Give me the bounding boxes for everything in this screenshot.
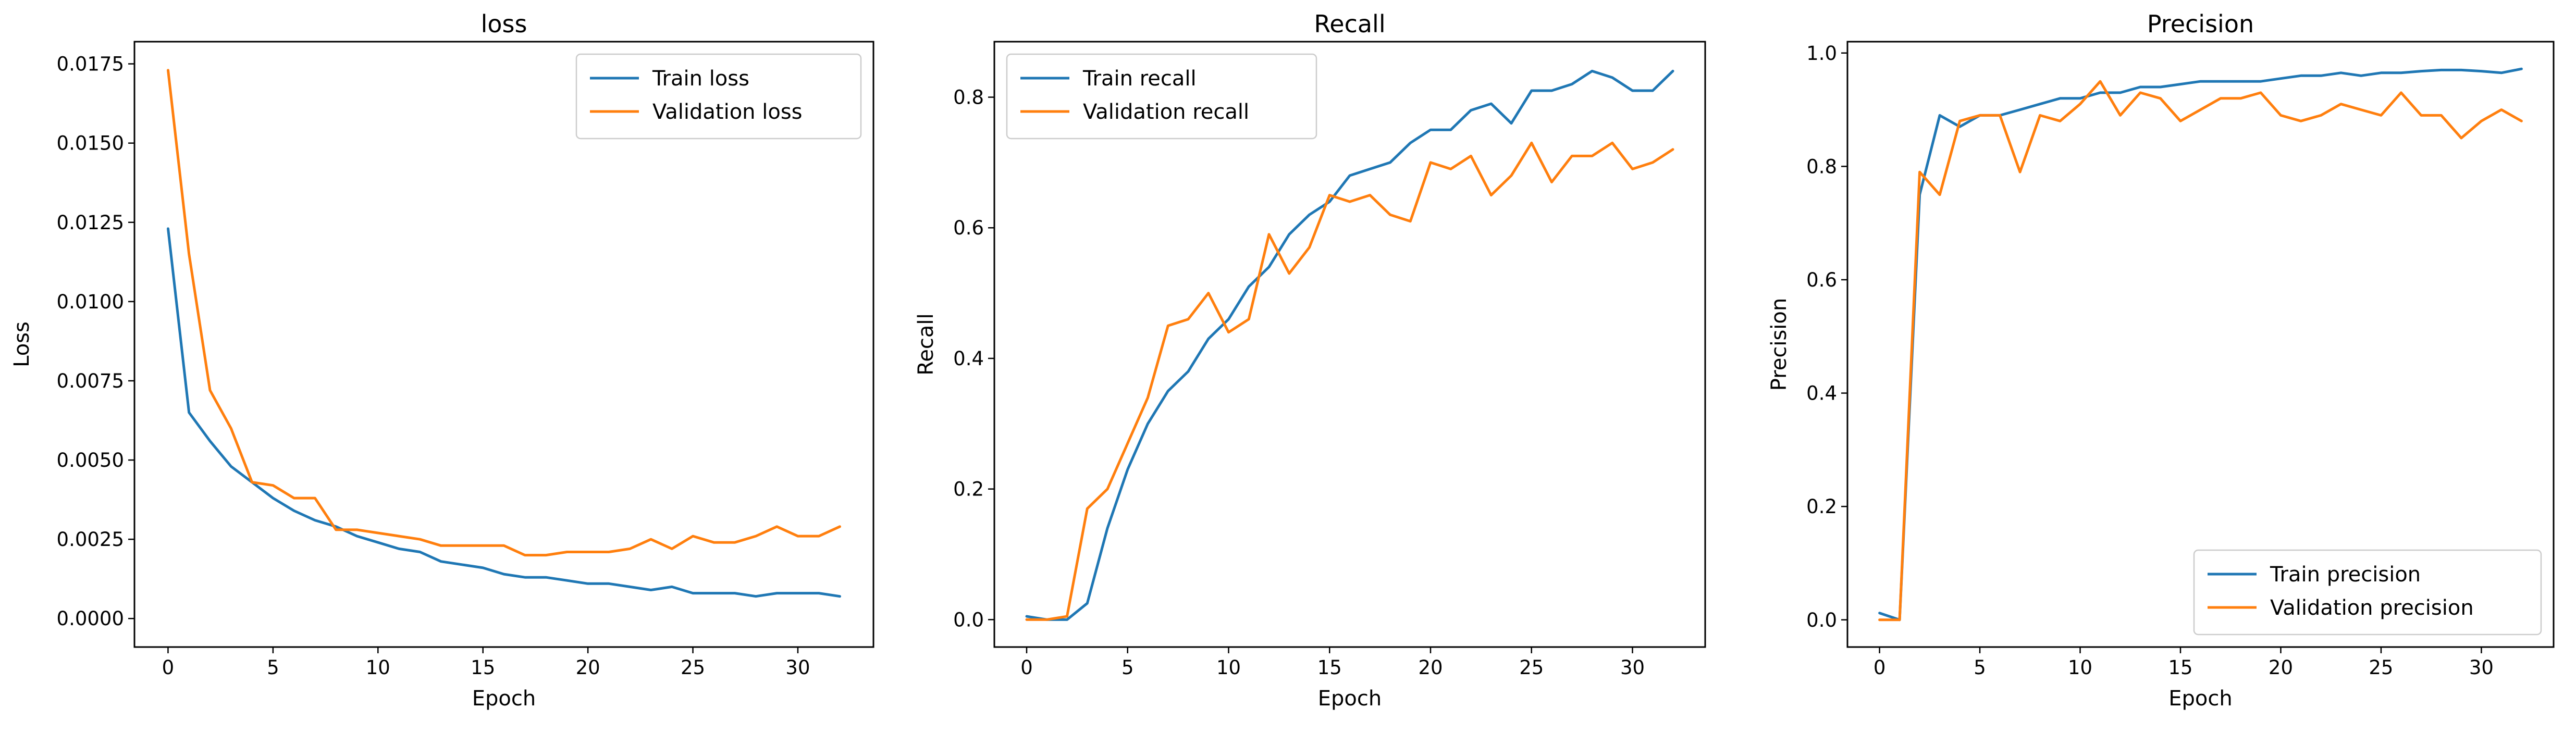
- x-tick-label: 15: [2168, 656, 2192, 679]
- y-tick-label: 0.0: [1806, 609, 1837, 631]
- x-tick-label: 15: [1317, 656, 1342, 679]
- legend-label: Validation precision: [2270, 596, 2474, 620]
- y-tick-label: 0.2: [1806, 495, 1837, 518]
- x-tick-label: 20: [2269, 656, 2293, 679]
- x-axis-label: Epoch: [2168, 687, 2232, 711]
- x-tick-label: 0: [162, 656, 175, 679]
- x-tick-label: 15: [471, 656, 495, 679]
- legend-label: Train loss: [652, 67, 749, 91]
- y-tick-label: 0.8: [953, 86, 984, 109]
- x-tick-label: 25: [681, 656, 705, 679]
- x-tick-label: 5: [267, 656, 279, 679]
- train-recall-line: [1025, 69, 1674, 621]
- x-tick-label: 5: [1121, 656, 1134, 679]
- chart-panel-loss: loss 0 5 10 15 20 25 30 0.0000 0.0025 0.0050 0.0075…: [10, 10, 874, 711]
- legend-label: Validation loss: [652, 100, 803, 124]
- x-tick-label: 0: [1874, 656, 1886, 679]
- x-tick-label: 25: [2369, 656, 2393, 679]
- x-tick-label: 25: [1519, 656, 1544, 679]
- legend-label: Validation recall: [1083, 100, 1249, 124]
- plot-frame: [1846, 41, 2555, 648]
- chart-panel-recall: Recall 0 5 10 15 20 25 30 0.0 0.2 0.4 0.6 0.8 Epoch Re…: [914, 10, 1706, 711]
- y-tick-label: 0.8: [1806, 155, 1837, 178]
- x-axis-label: Epoch: [1318, 687, 1382, 711]
- chart-title: Recall: [1314, 10, 1385, 38]
- x-tick-label: 30: [785, 656, 810, 679]
- y-tick-label: 0.0075: [57, 370, 124, 392]
- train-loss-line: [167, 227, 841, 598]
- y-axis-label: Loss: [10, 321, 34, 367]
- chart-panel-precision: Precision 0 5 10 15 20 25 30 0.0 0.2 0.4 0.6 0.8 1.0 E…: [1767, 10, 2555, 711]
- y-tick-label: 0.0025: [57, 528, 124, 551]
- legend-label: Train precision: [2270, 563, 2421, 587]
- chart-title: Precision: [2147, 10, 2254, 38]
- y-tick-label: 0.6: [1806, 269, 1837, 291]
- validation-precision-line: [1878, 80, 2523, 622]
- legend-box: [2193, 549, 2542, 636]
- legend: Train recall Validation recall: [1006, 53, 1317, 140]
- y-tick-label: 0.0125: [57, 212, 124, 234]
- x-tick-label: 30: [1620, 656, 1645, 679]
- y-tick-label: 0.0000: [57, 607, 124, 630]
- validation-recall-line: [1025, 141, 1674, 621]
- y-axis-label: Recall: [914, 313, 938, 375]
- x-tick-label: 5: [1974, 656, 1986, 679]
- y-tick-label: 0.0175: [57, 53, 124, 76]
- y-tick-label: 0.0: [953, 608, 984, 631]
- y-tick-label: 0.0100: [57, 291, 124, 313]
- y-tick-label: 1.0: [1806, 42, 1837, 65]
- train-precision-line: [1878, 67, 2523, 622]
- validation-loss-line: [167, 69, 841, 557]
- plot-frame: [133, 41, 874, 648]
- legend: Train precision Validation precision: [2193, 549, 2542, 636]
- x-axis-label: Epoch: [472, 687, 536, 711]
- legend-label: Train recall: [1082, 67, 1197, 91]
- x-tick-label: 10: [366, 656, 390, 679]
- y-tick-label: 0.0150: [57, 132, 124, 155]
- legend: Train loss Validation loss: [575, 53, 862, 140]
- y-axis-label: Precision: [1767, 298, 1791, 391]
- x-tick-label: 30: [2469, 656, 2494, 679]
- legend-box: [575, 53, 862, 140]
- y-tick-label: 0.2: [953, 478, 984, 501]
- y-tick-label: 0.4: [953, 347, 984, 370]
- legend-box: [1006, 53, 1317, 140]
- x-tick-label: 0: [1020, 656, 1033, 679]
- x-tick-label: 20: [1418, 656, 1443, 679]
- x-tick-label: 10: [2068, 656, 2092, 679]
- x-tick-label: 20: [576, 656, 600, 679]
- chart-title: loss: [481, 10, 527, 38]
- x-tick-label: 10: [1216, 656, 1241, 679]
- y-tick-label: 0.4: [1806, 382, 1837, 405]
- plot-frame: [993, 41, 1706, 648]
- y-tick-label: 0.6: [953, 217, 984, 239]
- y-tick-label: 0.0050: [57, 449, 124, 471]
